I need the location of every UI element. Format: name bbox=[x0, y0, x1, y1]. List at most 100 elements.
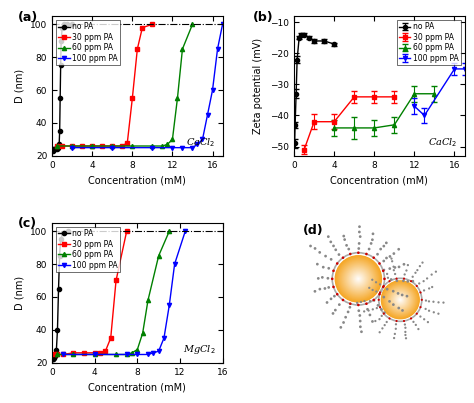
Circle shape bbox=[428, 287, 430, 290]
100 ppm PA bbox=[166, 303, 172, 307]
no PA bbox=[59, 25, 65, 30]
Circle shape bbox=[345, 244, 348, 247]
Circle shape bbox=[404, 331, 407, 333]
Circle shape bbox=[392, 269, 395, 271]
X-axis label: Concentration (mM): Concentration (mM) bbox=[330, 175, 428, 185]
Text: (a): (a) bbox=[18, 10, 38, 23]
Circle shape bbox=[341, 262, 375, 296]
Circle shape bbox=[392, 290, 394, 293]
Circle shape bbox=[423, 318, 425, 320]
Circle shape bbox=[384, 284, 416, 316]
no PA bbox=[55, 327, 60, 332]
Line: no PA: no PA bbox=[51, 229, 70, 361]
Circle shape bbox=[340, 261, 376, 297]
Circle shape bbox=[392, 291, 409, 308]
no PA bbox=[54, 347, 59, 352]
60 ppm PA bbox=[140, 331, 146, 336]
60 ppm PA bbox=[92, 352, 98, 357]
Circle shape bbox=[385, 241, 388, 244]
no PA bbox=[60, 231, 65, 235]
Circle shape bbox=[383, 296, 385, 299]
Circle shape bbox=[383, 312, 386, 314]
Circle shape bbox=[388, 267, 391, 270]
Circle shape bbox=[343, 264, 374, 294]
Circle shape bbox=[351, 272, 365, 286]
Circle shape bbox=[355, 276, 362, 282]
Circle shape bbox=[376, 253, 379, 256]
Circle shape bbox=[330, 258, 333, 261]
Circle shape bbox=[387, 276, 389, 279]
Circle shape bbox=[355, 275, 362, 283]
Circle shape bbox=[390, 278, 392, 281]
60 ppm PA bbox=[129, 143, 135, 148]
Circle shape bbox=[427, 321, 429, 323]
Circle shape bbox=[383, 278, 386, 280]
Line: 60 ppm PA: 60 ppm PA bbox=[55, 229, 172, 357]
30 ppm PA bbox=[69, 143, 75, 148]
30 ppm PA bbox=[60, 352, 65, 357]
Circle shape bbox=[335, 256, 382, 302]
Circle shape bbox=[416, 313, 418, 315]
Circle shape bbox=[332, 286, 335, 288]
Circle shape bbox=[342, 235, 345, 237]
Circle shape bbox=[414, 272, 417, 274]
Circle shape bbox=[342, 299, 344, 301]
30 ppm PA bbox=[51, 352, 57, 357]
no PA bbox=[50, 357, 56, 362]
no PA bbox=[51, 355, 57, 360]
Circle shape bbox=[353, 274, 364, 284]
Legend: no PA, 30 ppm PA, 60 ppm PA, 100 ppm PA: no PA, 30 ppm PA, 60 ppm PA, 100 ppm PA bbox=[56, 227, 120, 272]
Circle shape bbox=[365, 302, 368, 305]
100 ppm PA bbox=[200, 137, 205, 142]
Circle shape bbox=[329, 297, 332, 300]
Circle shape bbox=[383, 245, 385, 247]
Circle shape bbox=[389, 318, 391, 320]
Circle shape bbox=[368, 248, 371, 250]
Line: 100 ppm PA: 100 ppm PA bbox=[61, 229, 187, 357]
Circle shape bbox=[391, 291, 409, 309]
Circle shape bbox=[316, 263, 319, 266]
100 ppm PA bbox=[205, 112, 210, 117]
no PA bbox=[58, 237, 64, 242]
Circle shape bbox=[392, 252, 395, 255]
Circle shape bbox=[374, 320, 376, 322]
Circle shape bbox=[442, 301, 445, 304]
60 ppm PA bbox=[124, 352, 129, 357]
100 ppm PA bbox=[92, 352, 98, 357]
60 ppm PA bbox=[170, 137, 175, 142]
Circle shape bbox=[332, 245, 335, 247]
Circle shape bbox=[350, 271, 366, 287]
Circle shape bbox=[375, 291, 378, 293]
Circle shape bbox=[438, 301, 440, 303]
no PA bbox=[56, 142, 62, 147]
Circle shape bbox=[395, 279, 398, 282]
100 ppm PA bbox=[210, 88, 215, 93]
Circle shape bbox=[428, 310, 430, 312]
Circle shape bbox=[373, 299, 375, 302]
100 ppm PA bbox=[150, 351, 156, 355]
Circle shape bbox=[366, 308, 369, 311]
no PA bbox=[69, 22, 75, 27]
30 ppm PA bbox=[124, 229, 129, 234]
Circle shape bbox=[411, 280, 414, 283]
Circle shape bbox=[410, 318, 412, 320]
Circle shape bbox=[359, 235, 362, 238]
Circle shape bbox=[431, 286, 433, 288]
Circle shape bbox=[388, 287, 413, 312]
100 ppm PA bbox=[156, 349, 162, 353]
Circle shape bbox=[349, 269, 368, 289]
30 ppm PA bbox=[125, 140, 130, 145]
Circle shape bbox=[356, 276, 361, 282]
Circle shape bbox=[350, 270, 367, 287]
Circle shape bbox=[348, 268, 369, 289]
Circle shape bbox=[403, 278, 405, 280]
Legend: no PA, 30 ppm PA, 60 ppm PA, 100 ppm PA: no PA, 30 ppm PA, 60 ppm PA, 100 ppm PA bbox=[397, 20, 461, 65]
Circle shape bbox=[346, 266, 371, 292]
Circle shape bbox=[359, 325, 362, 328]
Circle shape bbox=[349, 253, 352, 256]
Circle shape bbox=[358, 242, 361, 245]
no PA bbox=[57, 96, 63, 101]
30 ppm PA bbox=[97, 351, 103, 355]
100 ppm PA bbox=[190, 145, 195, 150]
Circle shape bbox=[348, 306, 351, 309]
